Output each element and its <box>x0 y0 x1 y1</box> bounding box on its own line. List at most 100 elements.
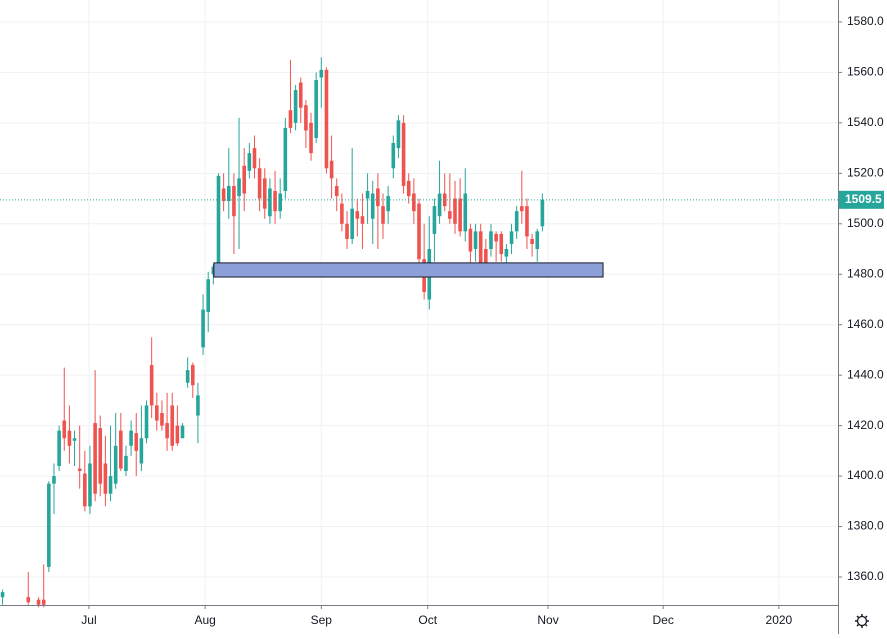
y-tick-label: 1560.0 <box>847 65 884 79</box>
y-tick-label: 1440.0 <box>847 367 884 381</box>
candle-body <box>124 455 128 472</box>
candle-body <box>232 185 236 217</box>
candle-body <box>319 69 324 78</box>
candle-body <box>175 425 180 444</box>
candle-body <box>72 438 77 441</box>
candle-body <box>360 216 365 224</box>
candle-body <box>129 430 133 446</box>
candle-body <box>103 463 108 494</box>
candle-body <box>406 180 411 197</box>
candle-body <box>278 193 282 212</box>
candle-body <box>226 185 231 202</box>
candle-body <box>98 428 103 484</box>
candle-body <box>119 430 123 469</box>
candle-body <box>160 413 164 426</box>
candle-body <box>448 211 452 219</box>
candle-body <box>237 178 241 197</box>
candle-body <box>304 105 308 131</box>
candle-body <box>365 190 370 199</box>
y-tick-label: 1420.0 <box>847 418 884 432</box>
candle-body <box>196 395 200 416</box>
x-tick-label: Aug <box>194 613 215 627</box>
y-tick-label: 1540.0 <box>847 115 884 129</box>
y-tick-label: 1360.0 <box>847 569 884 583</box>
x-tick-label: Nov <box>537 613 558 627</box>
candle-body <box>201 309 205 348</box>
plot-area <box>0 57 838 608</box>
candle-body <box>412 193 416 212</box>
candle-body <box>62 420 67 439</box>
candle-body <box>514 211 519 232</box>
candle-body <box>293 90 298 123</box>
candle-body <box>134 433 139 451</box>
candle-body <box>216 175 221 267</box>
candle-body <box>340 203 344 224</box>
candle-body <box>0 592 5 598</box>
candle-body <box>314 79 318 139</box>
x-tick-label: Dec <box>653 613 674 627</box>
candle-body <box>298 82 303 108</box>
candle-body <box>170 405 175 446</box>
candle-body <box>345 223 349 239</box>
candle-body <box>155 405 159 421</box>
candle-body <box>376 188 380 207</box>
candle-body <box>273 190 277 212</box>
gear-ring <box>856 615 868 627</box>
candle-body <box>386 196 390 212</box>
candle-body <box>355 211 360 219</box>
candle-body <box>350 208 354 239</box>
candle-body <box>41 599 46 605</box>
candle-body <box>252 148 257 169</box>
candle-body <box>67 430 72 446</box>
candle-body <box>47 483 51 567</box>
grid <box>0 0 838 605</box>
candle-body <box>180 425 185 439</box>
candle-body <box>463 193 468 232</box>
candle-body <box>36 599 41 605</box>
gear-teeth <box>855 614 869 628</box>
candle-body <box>88 463 92 507</box>
candle-body <box>432 206 437 234</box>
candle-body <box>77 468 82 472</box>
candle-body <box>185 370 190 383</box>
candle-body <box>484 249 488 267</box>
candle-body <box>520 206 524 212</box>
candle-body <box>83 473 87 507</box>
candle-body <box>165 423 169 439</box>
candle-body <box>540 199 545 227</box>
candle-body <box>334 185 339 197</box>
candle-body <box>113 445 118 484</box>
candle-body <box>190 365 195 386</box>
y-tick-label: 1400.0 <box>847 468 884 482</box>
x-tick-label: Jul <box>81 613 96 627</box>
x-tick-label: Sep <box>311 613 333 627</box>
candle-body <box>93 423 97 494</box>
candle-body <box>52 476 56 484</box>
candle-body <box>381 206 385 224</box>
candle-body <box>499 233 504 255</box>
candle-body <box>535 231 540 250</box>
candle-body <box>329 160 334 179</box>
candle-body <box>257 168 262 199</box>
y-tick-label: 1480.0 <box>847 266 884 280</box>
candle-body <box>370 193 375 219</box>
candle-body <box>144 405 149 439</box>
last-price-label: 1509.5 <box>845 192 882 206</box>
candle-body <box>437 193 442 217</box>
candle-body <box>288 110 293 128</box>
y-tick-label: 1380.0 <box>847 519 884 533</box>
settings-icon[interactable] <box>855 614 869 628</box>
y-tick-label: 1500.0 <box>847 216 884 230</box>
y-tick-label: 1520.0 <box>847 165 884 179</box>
candle-body <box>268 188 272 217</box>
candle-body <box>478 231 483 265</box>
candle-body <box>206 279 211 313</box>
candle-body <box>211 266 216 275</box>
candle-body <box>489 231 493 250</box>
candle-body <box>504 249 509 257</box>
candle-body <box>324 69 329 169</box>
x-tick-label: Oct <box>418 613 437 627</box>
candle-body <box>108 476 113 494</box>
